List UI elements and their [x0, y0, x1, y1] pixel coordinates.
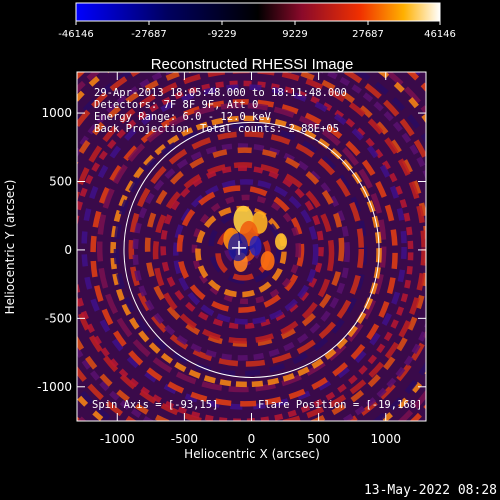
x-axis-label: Heliocentric X (arcsec) — [184, 447, 320, 461]
colorbar-tick-label: 27687 — [352, 29, 384, 40]
annotation-flare-position: Flare Position = [-19,168] — [258, 399, 422, 411]
colorbar-ticks: -46146 -27687 -9229 9229 27687 46146 — [58, 21, 456, 40]
chart-title: Reconstructed RHESSI Image — [151, 56, 354, 73]
timestamp: 13-May-2022 08:28 — [364, 483, 497, 498]
axis-ticks: -1000 -500 0 500 1000 1000 500 0 -500 -1000 — [37, 72, 426, 446]
x-tick-label: -1000 — [100, 432, 135, 446]
y-tick-label: -1000 — [37, 380, 72, 394]
y-axis-label: Heliocentric Y (arcsec) — [3, 180, 17, 315]
y-tick-label: 500 — [49, 174, 72, 188]
solar-limb-circle — [123, 121, 380, 378]
annotation-counts: Total counts: 2.88E+05 — [200, 123, 339, 135]
y-tick-label: -500 — [45, 311, 72, 325]
y-tick-label: 0 — [64, 243, 72, 257]
colorbar-tick-label: -46146 — [58, 29, 93, 40]
flare-position-marker — [232, 240, 247, 255]
colorbar-tick-label: 46146 — [424, 29, 456, 40]
colorbar — [75, 2, 441, 22]
colorbar-tick-label: -9229 — [207, 29, 236, 40]
colorbar-tick-label: -27687 — [131, 29, 166, 40]
x-tick-label: 1000 — [370, 432, 401, 446]
annotation-method: Back Projection — [94, 123, 189, 135]
annotation-detectors: Detectors: 7F 8F 9F, Att 0 — [94, 99, 258, 111]
annotation-spin-axis: Spin Axis = [-93,15] — [92, 399, 218, 411]
x-tick-label: 0 — [248, 432, 256, 446]
y-tick-label: 1000 — [41, 106, 72, 120]
annotation-energy: Energy Range: 6.0 - 12.0 keV — [94, 111, 272, 123]
colorbar-tick-label: 9229 — [282, 29, 307, 40]
annotation-time: 29-Apr-2013 18:05:48.000 to 18:11:48.000 — [94, 87, 347, 99]
x-tick-label: -500 — [171, 432, 198, 446]
x-tick-label: 500 — [307, 432, 330, 446]
